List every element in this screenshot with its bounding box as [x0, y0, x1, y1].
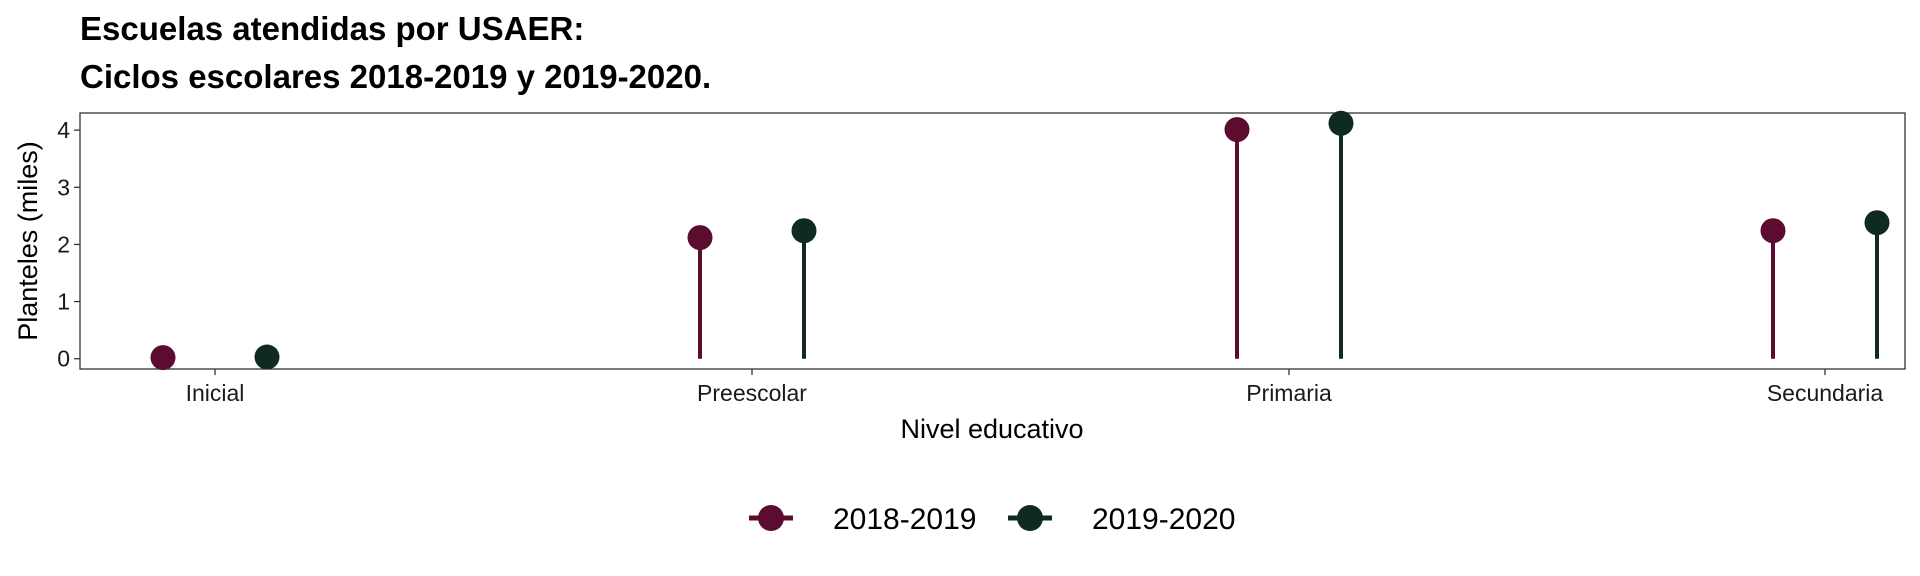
lollipop-point	[791, 218, 817, 244]
chart-title-line-1: Escuelas atendidas por USAER:	[80, 10, 584, 47]
y-axis-title: Planteles (miles)	[13, 141, 43, 341]
x-axis: Inicial Preescolar Primaria Secundaria	[186, 369, 1884, 406]
lollipop-point	[1760, 218, 1786, 244]
legend-label: 2018-2019	[833, 503, 976, 536]
x-tick-label: Preescolar	[697, 380, 807, 406]
chart-title-line-2: Ciclos escolares 2018-2019 y 2019-2020.	[80, 58, 711, 95]
y-tick-label: 0	[57, 346, 70, 372]
legend: 2018-2019 2019-2020	[749, 503, 1235, 536]
y-tick-label: 2	[57, 231, 70, 257]
lollipop-point	[1864, 210, 1890, 236]
y-tick-label: 3	[57, 174, 70, 200]
y-tick-label: 1	[57, 289, 70, 315]
x-tick-label: Primaria	[1246, 380, 1332, 406]
plot-panel	[79, 112, 1906, 370]
legend-key-point	[758, 505, 784, 531]
lollipop-point	[1328, 110, 1354, 136]
y-tick-label: 4	[57, 117, 70, 143]
legend-label: 2019-2020	[1092, 503, 1235, 536]
lollipop-point	[687, 225, 713, 251]
lollipop-point	[150, 345, 176, 371]
x-axis-title: Nivel educativo	[900, 414, 1083, 444]
y-axis: 0 1 2 3 4	[57, 117, 80, 372]
x-tick-label: Secundaria	[1767, 380, 1884, 406]
x-tick-label: Inicial	[186, 380, 245, 406]
lollipop-point	[254, 344, 280, 370]
lollipop-point	[1224, 117, 1250, 143]
legend-key-point	[1017, 505, 1043, 531]
chart-marks	[150, 110, 1890, 371]
